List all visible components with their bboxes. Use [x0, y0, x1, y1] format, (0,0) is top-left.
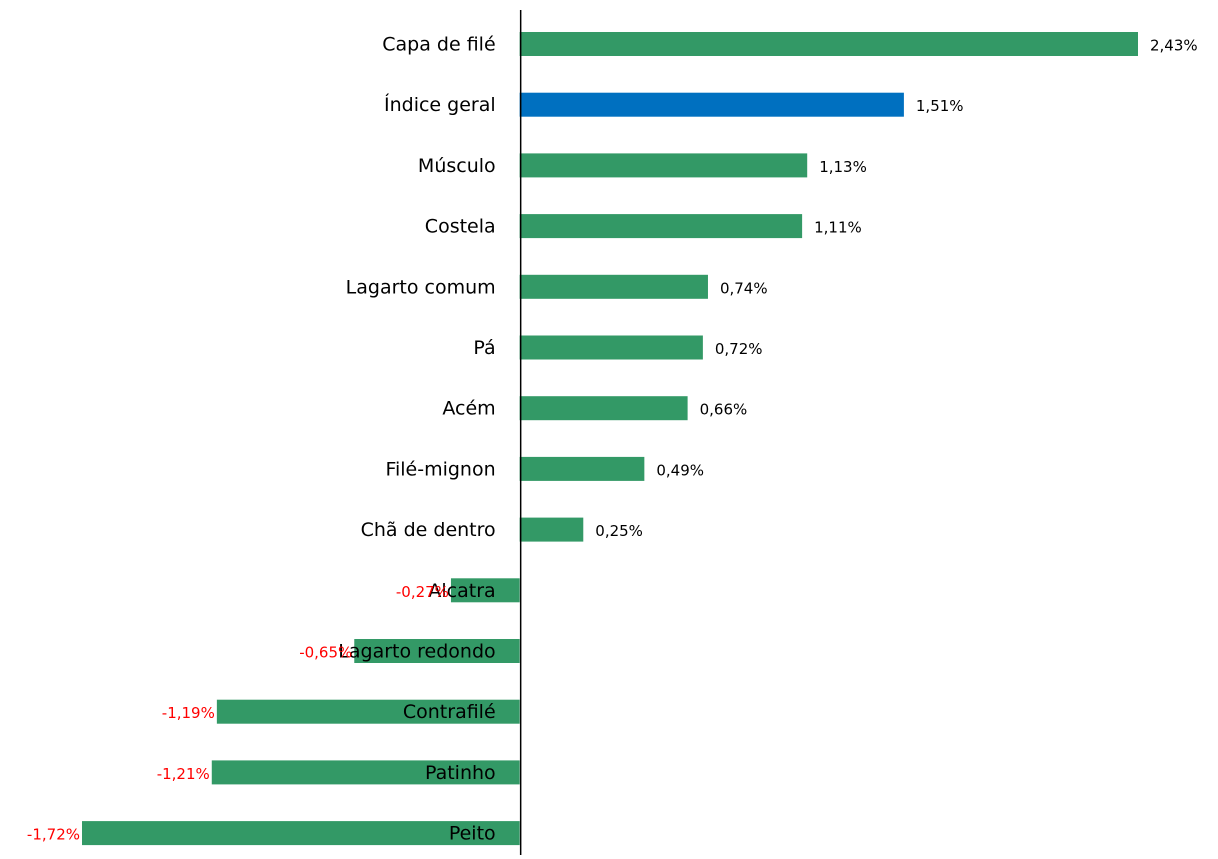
category-label: Filé-mignon	[385, 458, 495, 480]
category-label: Chã de dentro	[361, 519, 496, 541]
value-label: -0,65%	[299, 644, 352, 662]
value-label: 2,43%	[1150, 37, 1198, 55]
category-label: Costela	[425, 216, 496, 238]
bar	[82, 821, 520, 846]
bar	[519, 335, 703, 360]
value-label: 0,72%	[715, 340, 763, 358]
category-label: Contrafilé	[403, 701, 496, 723]
bar	[519, 274, 708, 299]
bar	[519, 32, 1138, 56]
category-label: Capa de filé	[382, 34, 495, 56]
value-label: 1,11%	[814, 219, 862, 237]
bar	[519, 517, 584, 542]
value-label: -1,72%	[27, 826, 80, 844]
category-label: Patinho	[425, 762, 496, 784]
bar	[450, 578, 520, 603]
category-label: Lagarto redondo	[338, 641, 495, 663]
bar	[519, 214, 803, 239]
value-label: 0,25%	[595, 522, 643, 540]
bar	[519, 92, 904, 117]
value-label: -1,19%	[162, 704, 215, 722]
value-label: 0,74%	[720, 279, 768, 297]
category-label: Acém	[442, 398, 495, 420]
category-label: Alcatra	[428, 580, 495, 602]
value-label: 1,13%	[819, 158, 867, 176]
value-label: -1,21%	[157, 765, 210, 783]
category-label: Lagarto comum	[346, 276, 496, 298]
value-label: 1,51%	[916, 97, 964, 115]
category-label: Peito	[449, 823, 496, 845]
category-label: Índice geral	[384, 93, 496, 116]
value-label: 0,49%	[656, 461, 704, 479]
bar	[211, 760, 520, 785]
category-label: Músculo	[418, 155, 496, 177]
bar	[519, 153, 808, 178]
bar	[354, 639, 520, 663]
bar	[216, 699, 520, 724]
category-label: Pá	[473, 337, 495, 359]
value-label: -0,27%	[396, 583, 449, 601]
bar	[519, 396, 688, 421]
value-label: 0,66%	[700, 401, 748, 419]
bar	[519, 456, 645, 481]
